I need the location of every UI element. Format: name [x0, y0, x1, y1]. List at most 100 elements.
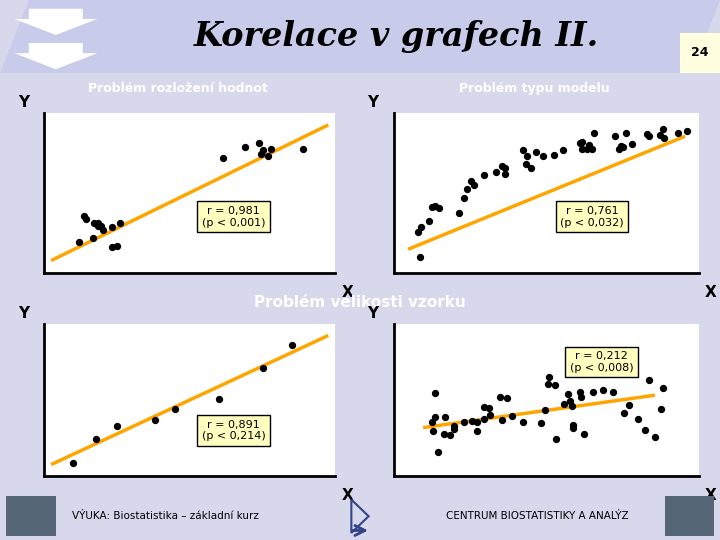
- Point: [632, 415, 644, 423]
- Point: [466, 417, 477, 426]
- Point: [577, 138, 588, 146]
- Point: [106, 223, 117, 232]
- Point: [496, 162, 508, 171]
- Point: [586, 145, 598, 153]
- Text: Y: Y: [367, 306, 379, 321]
- Point: [681, 127, 693, 136]
- Point: [644, 132, 655, 141]
- Text: Problém rozložení hodnot: Problém rozložení hodnot: [89, 82, 268, 95]
- Point: [485, 411, 496, 420]
- Point: [465, 177, 477, 185]
- Point: [468, 181, 480, 190]
- Text: X: X: [705, 285, 716, 300]
- Point: [559, 400, 570, 408]
- Point: [93, 219, 104, 228]
- Point: [672, 129, 684, 137]
- Point: [609, 132, 621, 140]
- Point: [73, 238, 84, 246]
- Point: [639, 426, 651, 434]
- Point: [588, 129, 600, 137]
- Text: X: X: [341, 285, 353, 300]
- Point: [499, 164, 510, 173]
- Text: CENTRUM BIOSTATISTIKY A ANALÝZ: CENTRUM BIOSTATISTIKY A ANALÝZ: [446, 511, 629, 521]
- Point: [415, 252, 426, 261]
- Point: [654, 131, 666, 139]
- Point: [415, 222, 427, 231]
- Point: [649, 433, 661, 441]
- Point: [87, 234, 99, 242]
- Point: [217, 153, 228, 162]
- Point: [495, 393, 506, 401]
- Point: [253, 138, 264, 147]
- Point: [544, 373, 555, 381]
- Bar: [665, 496, 714, 536]
- Bar: [6, 496, 56, 536]
- Point: [169, 404, 181, 413]
- Point: [111, 422, 122, 430]
- Point: [518, 146, 529, 154]
- Point: [621, 129, 632, 137]
- Point: [429, 202, 441, 211]
- Point: [499, 170, 510, 178]
- Point: [433, 203, 445, 212]
- Point: [478, 415, 490, 423]
- Point: [433, 448, 444, 456]
- Point: [428, 427, 439, 436]
- Point: [95, 222, 107, 231]
- Point: [458, 417, 469, 426]
- Point: [566, 401, 577, 410]
- Text: r = 0,212
(p < 0,008): r = 0,212 (p < 0,008): [570, 351, 633, 373]
- Point: [582, 145, 593, 154]
- Text: Problém typu modelu: Problém typu modelu: [459, 82, 610, 95]
- Point: [459, 193, 470, 202]
- Point: [471, 417, 482, 426]
- Point: [520, 159, 531, 168]
- Text: VÝUKA: Biostatistika – základní kurz: VÝUKA: Biostatistika – základní kurz: [72, 511, 259, 521]
- Text: Korelace v grafech II.: Korelace v grafech II.: [194, 20, 598, 53]
- Point: [97, 225, 109, 234]
- Text: Y: Y: [18, 306, 29, 321]
- Point: [550, 435, 562, 443]
- Point: [557, 146, 569, 154]
- Point: [564, 397, 576, 406]
- Point: [587, 388, 598, 396]
- Point: [562, 390, 574, 399]
- Point: [81, 215, 92, 224]
- Point: [579, 430, 590, 438]
- Point: [567, 421, 579, 429]
- Point: [478, 171, 490, 179]
- Point: [257, 363, 269, 372]
- Point: [597, 386, 608, 394]
- Point: [454, 208, 465, 217]
- Point: [657, 383, 668, 392]
- Point: [497, 415, 508, 424]
- Point: [506, 412, 518, 421]
- Point: [518, 418, 529, 427]
- Point: [67, 458, 78, 467]
- Point: [657, 125, 669, 133]
- Point: [423, 217, 435, 226]
- Point: [111, 241, 122, 250]
- Point: [525, 164, 536, 173]
- Point: [78, 212, 90, 221]
- Point: [412, 228, 423, 237]
- Point: [584, 141, 595, 150]
- Text: r = 0,891
(p < 0,214): r = 0,891 (p < 0,214): [202, 420, 265, 441]
- Point: [255, 150, 266, 158]
- Point: [575, 392, 587, 401]
- Point: [577, 144, 588, 153]
- Point: [537, 152, 549, 160]
- Text: Y: Y: [18, 94, 29, 110]
- Point: [426, 418, 437, 427]
- Point: [501, 394, 513, 403]
- Text: Y: Y: [367, 94, 379, 110]
- Point: [655, 404, 667, 413]
- Polygon shape: [14, 9, 97, 35]
- Point: [643, 375, 654, 384]
- Point: [490, 168, 502, 177]
- Point: [624, 401, 635, 409]
- Point: [607, 388, 618, 396]
- Text: r = 0,761
(p < 0,032): r = 0,761 (p < 0,032): [560, 206, 624, 227]
- Bar: [680, 33, 720, 73]
- Text: Problém velikosti vzorku: Problém velikosti vzorku: [254, 295, 466, 310]
